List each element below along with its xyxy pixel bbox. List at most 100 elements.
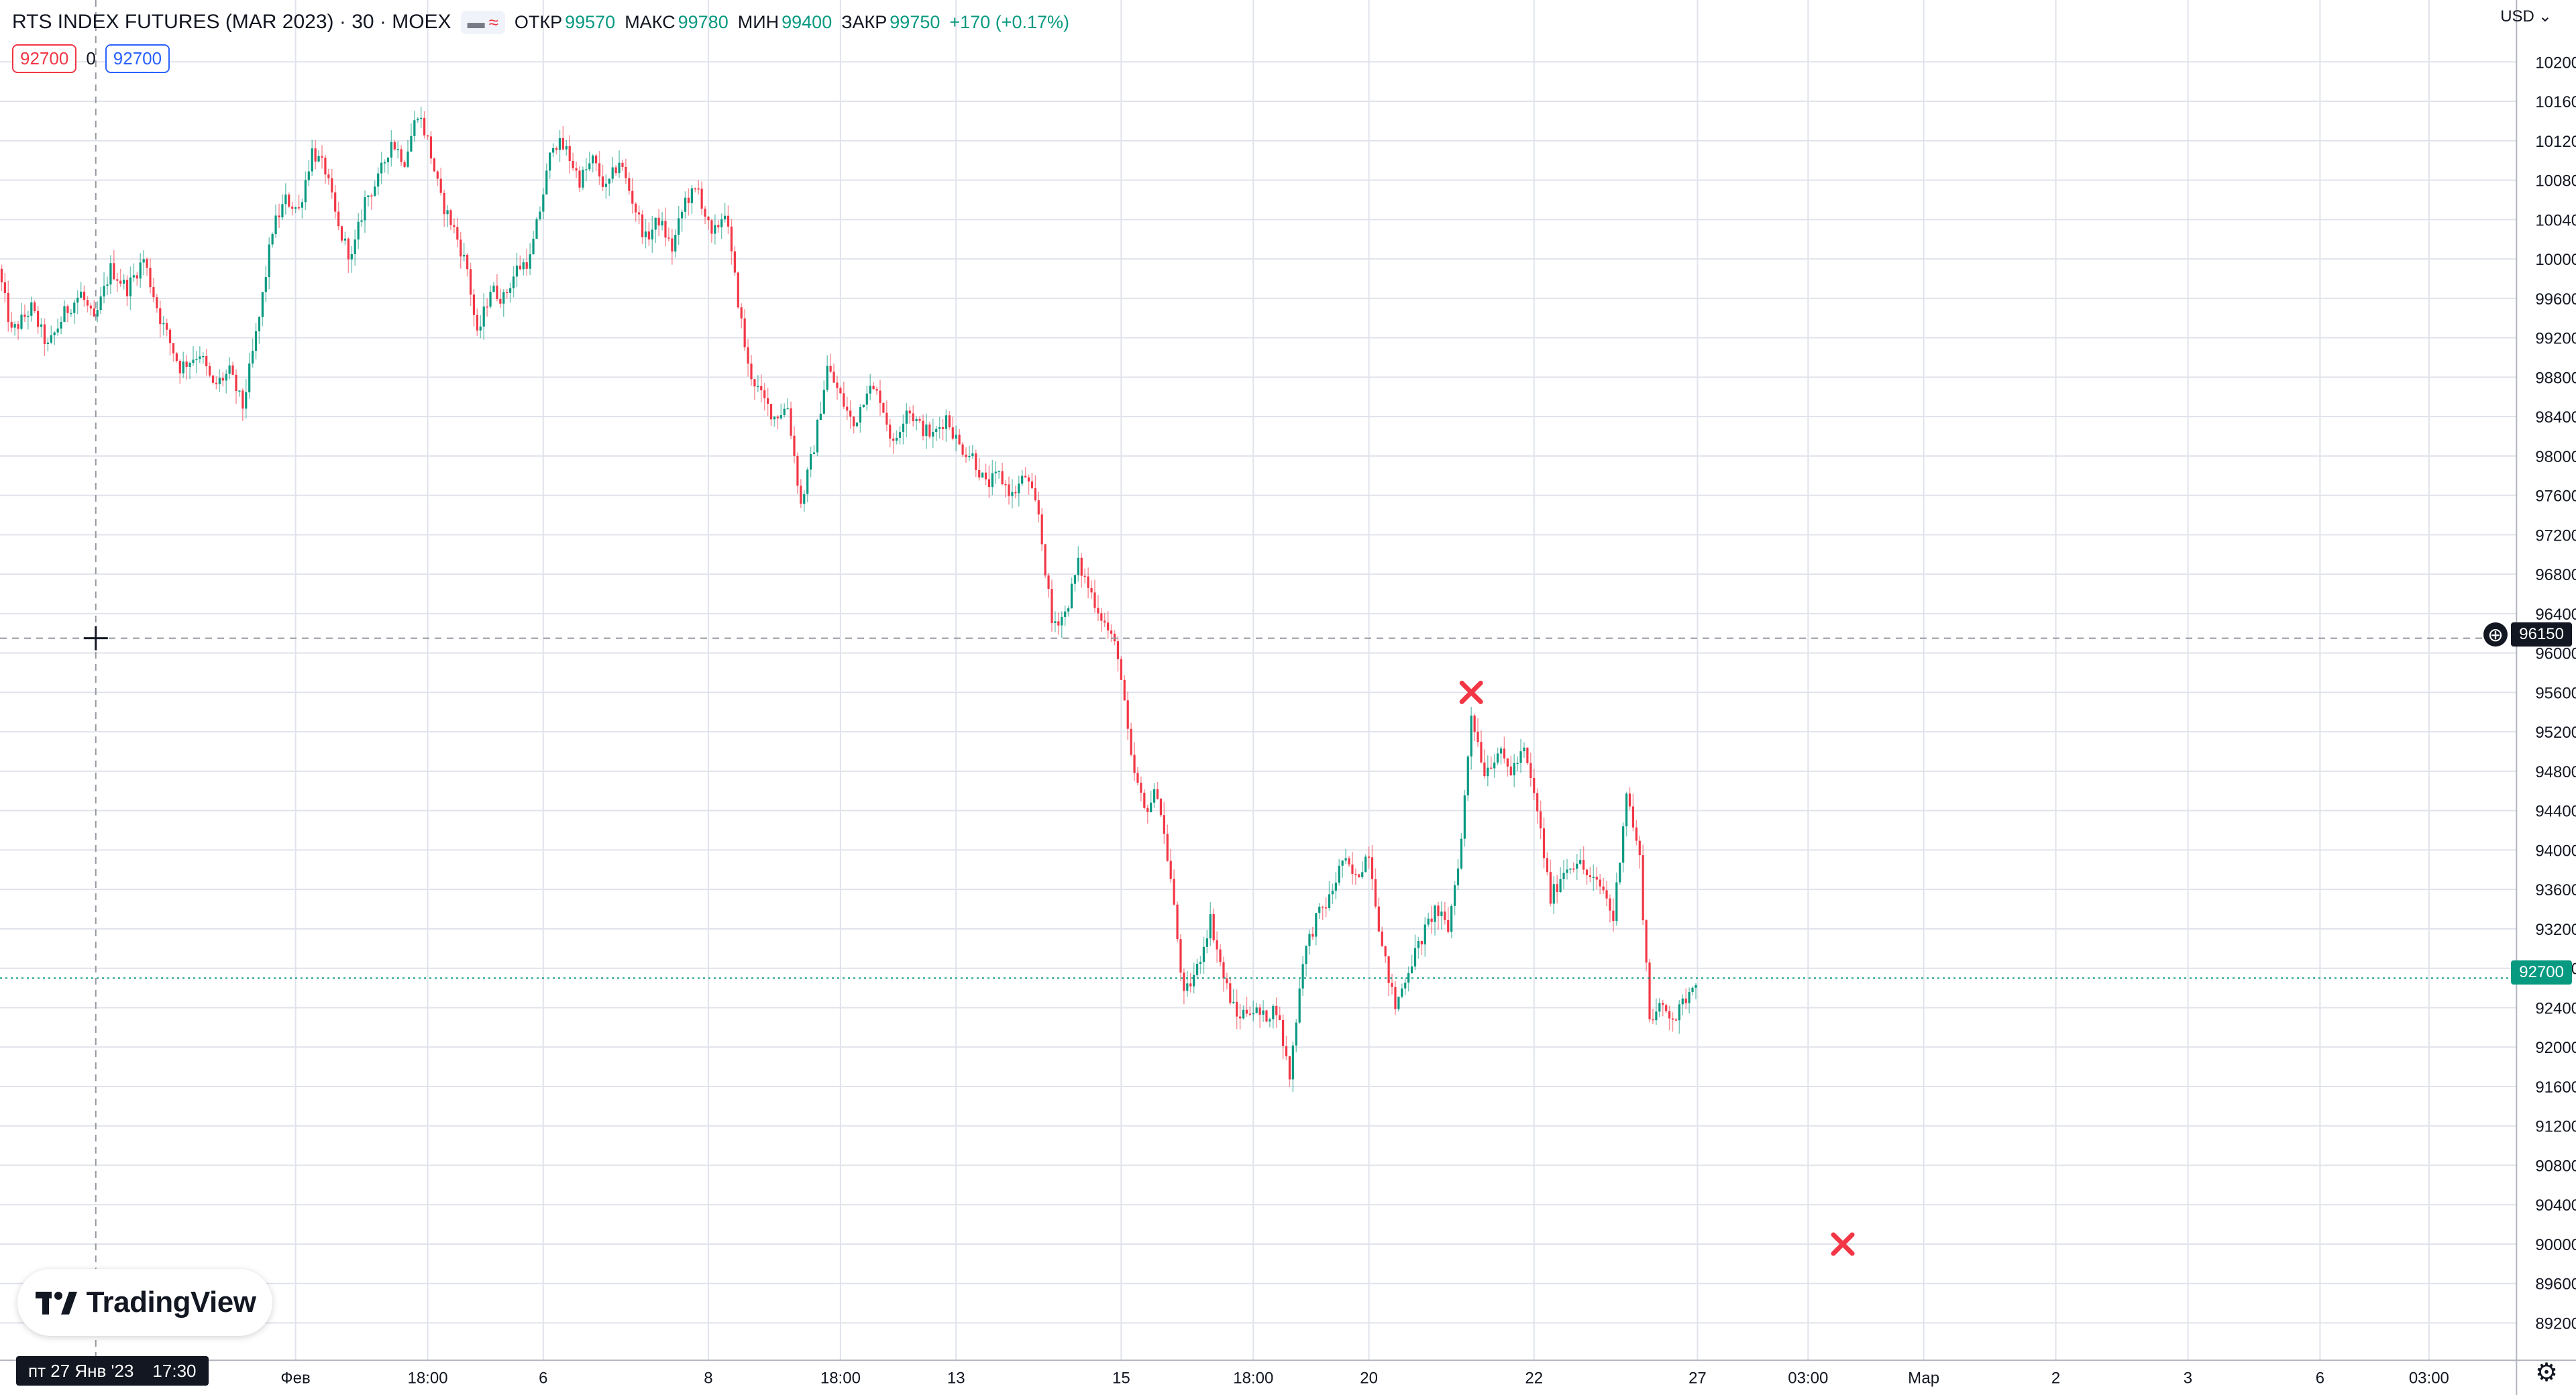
candle-body <box>971 453 974 456</box>
candle-body <box>1427 918 1430 925</box>
x-tick-label: 18:00 <box>1233 1369 1273 1387</box>
candle-body <box>1539 811 1542 829</box>
candle-body <box>690 188 693 203</box>
add-alert-icon[interactable]: ⊕ <box>2483 622 2508 647</box>
candle-body <box>961 444 964 455</box>
tradingview-logo[interactable]: TradingView <box>17 1269 272 1336</box>
candle-body <box>1021 476 1024 484</box>
y-tick-label: 92000 <box>2535 1039 2576 1057</box>
candle-body <box>780 415 782 418</box>
candle-body <box>941 427 945 429</box>
candle-body <box>60 321 62 329</box>
candle-body <box>162 323 165 325</box>
candle-body <box>199 356 201 359</box>
high-value: 99780 <box>678 11 729 32</box>
candle-body <box>1070 583 1073 609</box>
candle-body <box>139 262 142 279</box>
candle-body <box>268 244 270 278</box>
visibility-pill[interactable]: ▬ ≈ <box>460 10 505 34</box>
candle-body <box>1152 789 1156 803</box>
candle-body <box>1361 872 1364 877</box>
candle-body <box>1093 592 1096 608</box>
candle-body <box>512 276 515 288</box>
candle-body <box>519 266 521 270</box>
candle-body <box>1001 471 1004 484</box>
candle-body <box>1358 874 1360 877</box>
candle-body <box>119 280 122 284</box>
candle-body <box>1104 620 1106 623</box>
candle-body <box>1552 884 1555 904</box>
candle-body <box>1064 611 1067 617</box>
candle-body <box>1391 983 1393 987</box>
chevron-down-icon: ⌄ <box>2538 7 2552 25</box>
last-price-label: 92700 <box>2511 960 2572 985</box>
candle-body <box>965 454 967 457</box>
currency-selector[interactable]: USD ⌄ <box>2500 7 2552 26</box>
candle-body <box>667 237 670 239</box>
candle-body <box>1401 988 1403 997</box>
candle-body <box>1077 557 1079 575</box>
candle-body <box>641 214 644 237</box>
x-tick-label: 2 <box>2051 1369 2060 1387</box>
candle-body <box>786 408 789 410</box>
crosshair-date: пт 27 Янв '23 <box>28 1360 134 1381</box>
candle-body <box>601 176 604 187</box>
y-tick-label: 96800 <box>2535 566 2576 584</box>
y-tick-label: 94400 <box>2535 803 2576 821</box>
gear-icon[interactable]: ⚙ <box>2534 1358 2559 1387</box>
candle-body <box>572 161 574 168</box>
candle-body <box>800 486 802 504</box>
logo-text: TradingView <box>86 1286 256 1319</box>
candle-body <box>420 117 423 119</box>
candle-body <box>1367 856 1371 858</box>
x-tick-label: 6 <box>539 1369 547 1387</box>
candle-body <box>7 292 9 323</box>
y-tick-label: 89200 <box>2535 1315 2576 1333</box>
candle-body <box>1665 1005 1668 1011</box>
candle-body <box>390 142 392 158</box>
y-tick-label: 95600 <box>2535 684 2576 702</box>
candle-body <box>142 259 145 263</box>
y-tick-label: 101200 <box>2535 133 2576 151</box>
candle-body <box>311 148 313 172</box>
low-value: 99400 <box>782 11 833 32</box>
candle-body <box>671 238 674 252</box>
y-tick-label: 94000 <box>2535 842 2576 860</box>
candle-body <box>1444 911 1446 920</box>
y-tick-label: 93600 <box>2535 881 2576 899</box>
candle-body <box>1341 860 1344 866</box>
candle-body <box>209 366 211 376</box>
sell-button[interactable]: 92700 <box>12 44 77 73</box>
candle-body <box>1410 966 1413 973</box>
candle-body <box>1212 913 1215 941</box>
candle-body <box>766 398 769 404</box>
y-tick-label: 93200 <box>2535 921 2576 939</box>
buy-button[interactable]: 92700 <box>105 44 170 73</box>
candle-body <box>1322 906 1324 908</box>
candle-body <box>1447 919 1450 932</box>
candle-body <box>364 197 366 221</box>
candle-body <box>34 302 36 311</box>
candle-body <box>723 215 727 219</box>
candle-body <box>539 211 541 219</box>
candle-body <box>1674 1019 1678 1021</box>
y-tick-label: 89600 <box>2535 1276 2576 1294</box>
candle-body <box>922 421 924 437</box>
candle-body <box>865 393 868 405</box>
candle-body <box>86 300 89 306</box>
candle-body <box>502 292 505 304</box>
candle-body <box>651 229 653 240</box>
candle-body <box>1051 589 1053 624</box>
candle-body <box>1354 873 1357 875</box>
candle-body <box>294 207 297 209</box>
candle-body <box>657 217 660 226</box>
symbol-title[interactable]: RTS INDEX FUTURES (MAR 2023) · 30 · MOEX <box>12 11 451 33</box>
y-tick-label: 99600 <box>2535 290 2576 309</box>
candle-body <box>1242 1009 1245 1019</box>
close-value: 99750 <box>890 11 941 32</box>
candle-body <box>189 363 191 367</box>
y-tick-label: 90000 <box>2535 1236 2576 1254</box>
candle-body <box>1384 946 1387 956</box>
candle-body <box>614 167 617 174</box>
